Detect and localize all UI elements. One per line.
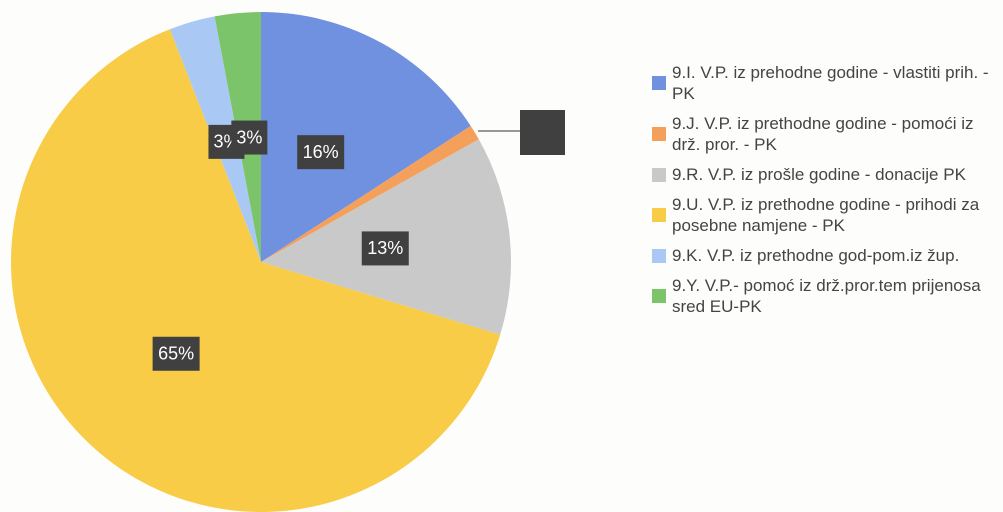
data-label: 65% (158, 344, 194, 364)
legend-label: 9.R. V.P. iz prošle godine - donacije PK (672, 165, 966, 184)
legend-swatch (652, 208, 666, 222)
legend-swatch (652, 76, 666, 90)
legend-swatch (652, 289, 666, 303)
slice (261, 125, 479, 263)
legend-label: 9.J. V.P. iz prethodne godine - pomoći i… (672, 114, 974, 154)
legend-label: 9.K. V.P. iz prethodne god-pom.iz žup. (672, 246, 960, 265)
data-label-box (297, 135, 345, 170)
legend-item: 9.J. V.P. iz prethodne godine - pomoći i… (652, 113, 997, 155)
data-label: 16% (303, 142, 339, 162)
legend-item: 9.I. V.P. iz prehodne godine - vlastiti … (652, 62, 997, 104)
data-label: 3% (236, 127, 262, 147)
legend-label: 9.U. V.P. iz prethodne godine - prihodi … (672, 195, 980, 235)
legend-label: 9.Y. V.P.- pomoć iz drž.pror.tem prijeno… (672, 276, 981, 316)
legend-item: 9.R. V.P. iz prošle godine - donacije PK (652, 164, 997, 185)
legend-label: 9.I. V.P. iz prehodne godine - vlastiti … (672, 63, 989, 103)
slice (261, 12, 471, 262)
data-label: 13% (367, 238, 403, 258)
data-label-box (361, 231, 409, 266)
slices (11, 12, 511, 512)
legend-swatch (652, 167, 666, 182)
legend-item: 9.Y. V.P.- pomoć iz drž.pror.tem prijeno… (652, 275, 997, 317)
legend-swatch (652, 127, 666, 141)
legend-item: 9.K. V.P. iz prethodne god-pom.iz žup. (652, 245, 997, 266)
labels: 16%13%65%3%3% (152, 120, 409, 371)
legend-item: 9.U. V.P. iz prethodne godine - prihodi … (652, 194, 997, 236)
data-label-box (231, 120, 268, 155)
data-label-box (152, 336, 200, 371)
slice (11, 29, 501, 512)
legend-swatch (652, 248, 666, 263)
legend: 9.I. V.P. iz prehodne godine - vlastiti … (652, 62, 997, 326)
data-label-box (520, 110, 565, 155)
